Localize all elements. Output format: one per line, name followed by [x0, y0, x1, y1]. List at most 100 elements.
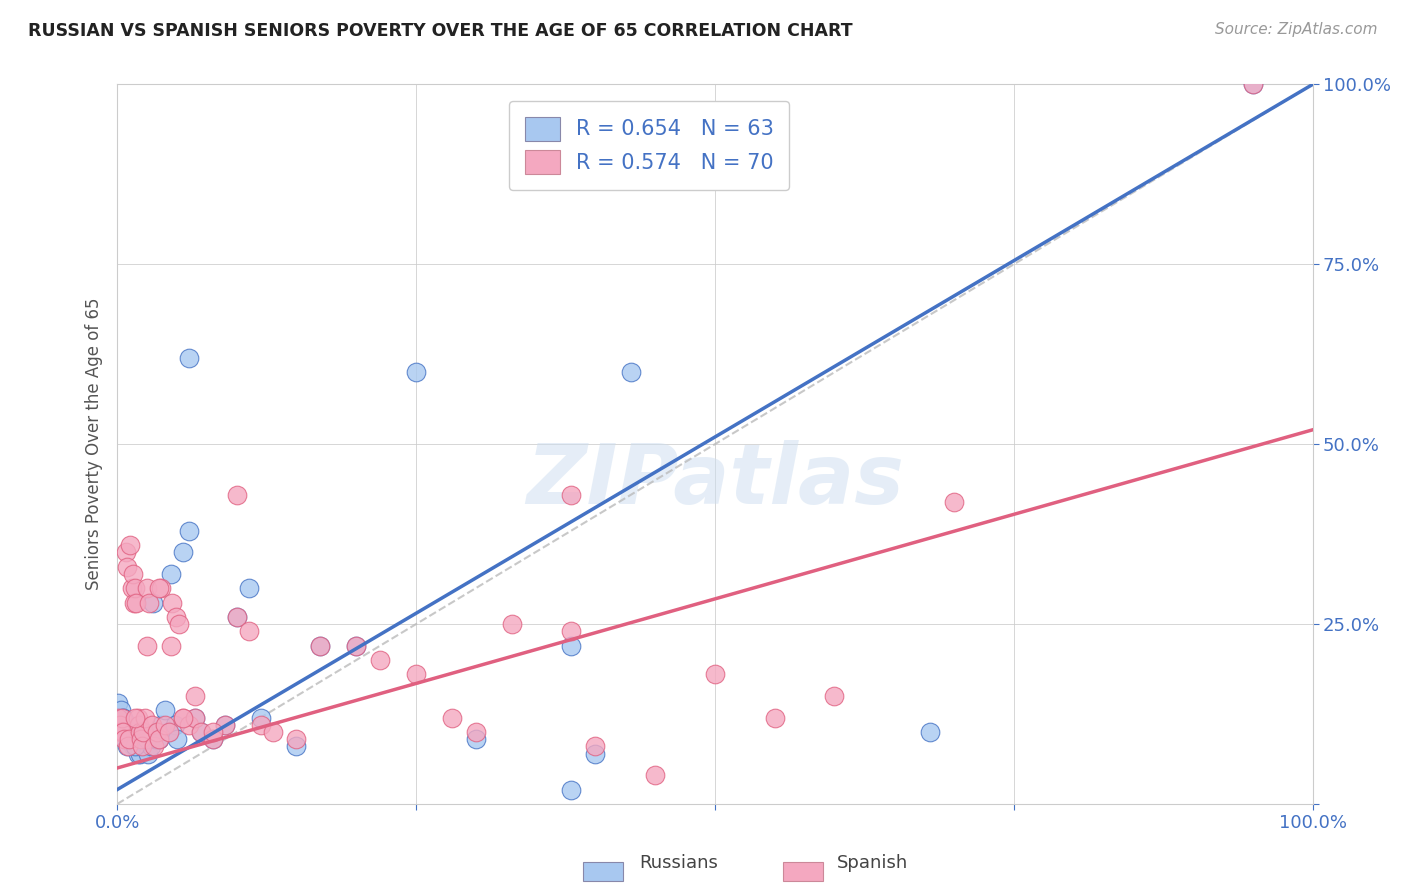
Point [148, 732, 170, 747]
Point [368, 653, 391, 667]
Point [440, 711, 463, 725]
Point [344, 639, 367, 653]
Point [107, 711, 129, 725]
Point [131, 739, 153, 754]
Point [129, 747, 152, 761]
Point [560, 782, 582, 797]
Point [124, 739, 146, 754]
Point [160, 566, 183, 581]
Point [620, 365, 643, 379]
Point [145, 725, 167, 739]
Point [560, 487, 582, 501]
Point [112, 725, 135, 739]
Point [117, 739, 139, 754]
Point [285, 732, 308, 747]
Point [110, 703, 132, 717]
Point [172, 545, 194, 559]
Point [134, 711, 156, 725]
Point [121, 566, 143, 581]
Point [249, 711, 271, 725]
Point [145, 732, 167, 747]
Point [177, 351, 200, 365]
Point [108, 718, 131, 732]
Point [214, 718, 236, 732]
Point [127, 747, 149, 761]
Point [214, 718, 236, 732]
Point [238, 581, 260, 595]
Point [111, 718, 134, 732]
Text: ZIPatlas: ZIPatlas [526, 440, 904, 521]
Point [763, 711, 786, 725]
Point [125, 732, 148, 747]
Point [112, 711, 135, 725]
Point [153, 718, 176, 732]
Point [1241, 78, 1264, 92]
Point [160, 639, 183, 653]
Point [918, 725, 941, 739]
Point [129, 732, 152, 747]
Point [136, 739, 159, 754]
Point [124, 739, 146, 754]
Point [177, 718, 200, 732]
Point [112, 711, 135, 725]
Point [560, 624, 582, 639]
Point [344, 639, 367, 653]
Point [138, 595, 160, 609]
Point [120, 732, 142, 747]
Point [169, 617, 191, 632]
Point [184, 711, 207, 725]
Point [132, 725, 155, 739]
Point [184, 689, 207, 703]
Point [115, 559, 138, 574]
Point [143, 739, 166, 754]
Point [249, 718, 271, 732]
Point [172, 711, 194, 725]
Point [117, 732, 139, 747]
Point [560, 639, 582, 653]
Point [190, 725, 212, 739]
Point [121, 739, 143, 754]
Point [122, 732, 145, 747]
Point [309, 639, 332, 653]
Point [112, 725, 135, 739]
Point [285, 739, 308, 754]
Point [127, 711, 149, 725]
Point [148, 732, 170, 747]
Point [115, 739, 138, 754]
Point [128, 718, 150, 732]
Point [121, 725, 143, 739]
Text: Source: ZipAtlas.com: Source: ZipAtlas.com [1215, 22, 1378, 37]
Point [153, 703, 176, 717]
Text: Spanish: Spanish [837, 855, 908, 872]
Point [136, 639, 159, 653]
Point [110, 725, 132, 739]
Point [131, 739, 153, 754]
Point [177, 524, 200, 538]
Legend: R = 0.654   N = 63, R = 0.574   N = 70: R = 0.654 N = 63, R = 0.574 N = 70 [509, 102, 789, 190]
Point [129, 725, 152, 739]
Point [942, 495, 965, 509]
Point [108, 711, 131, 725]
Point [118, 725, 141, 739]
Point [134, 732, 156, 747]
Point [148, 732, 170, 747]
Point [115, 725, 138, 739]
Point [225, 610, 247, 624]
Point [703, 667, 725, 681]
Point [107, 696, 129, 710]
Point [150, 718, 173, 732]
Point [124, 711, 146, 725]
Point [160, 595, 183, 609]
Point [112, 732, 135, 747]
Point [148, 581, 170, 595]
Point [225, 487, 247, 501]
Point [644, 768, 666, 782]
Point [118, 718, 141, 732]
Point [125, 595, 148, 609]
Point [114, 718, 136, 732]
Y-axis label: Seniors Poverty Over the Age of 65: Seniors Poverty Over the Age of 65 [86, 298, 103, 591]
Point [163, 718, 186, 732]
Point [121, 581, 143, 595]
Point [118, 732, 141, 747]
Point [139, 739, 162, 754]
